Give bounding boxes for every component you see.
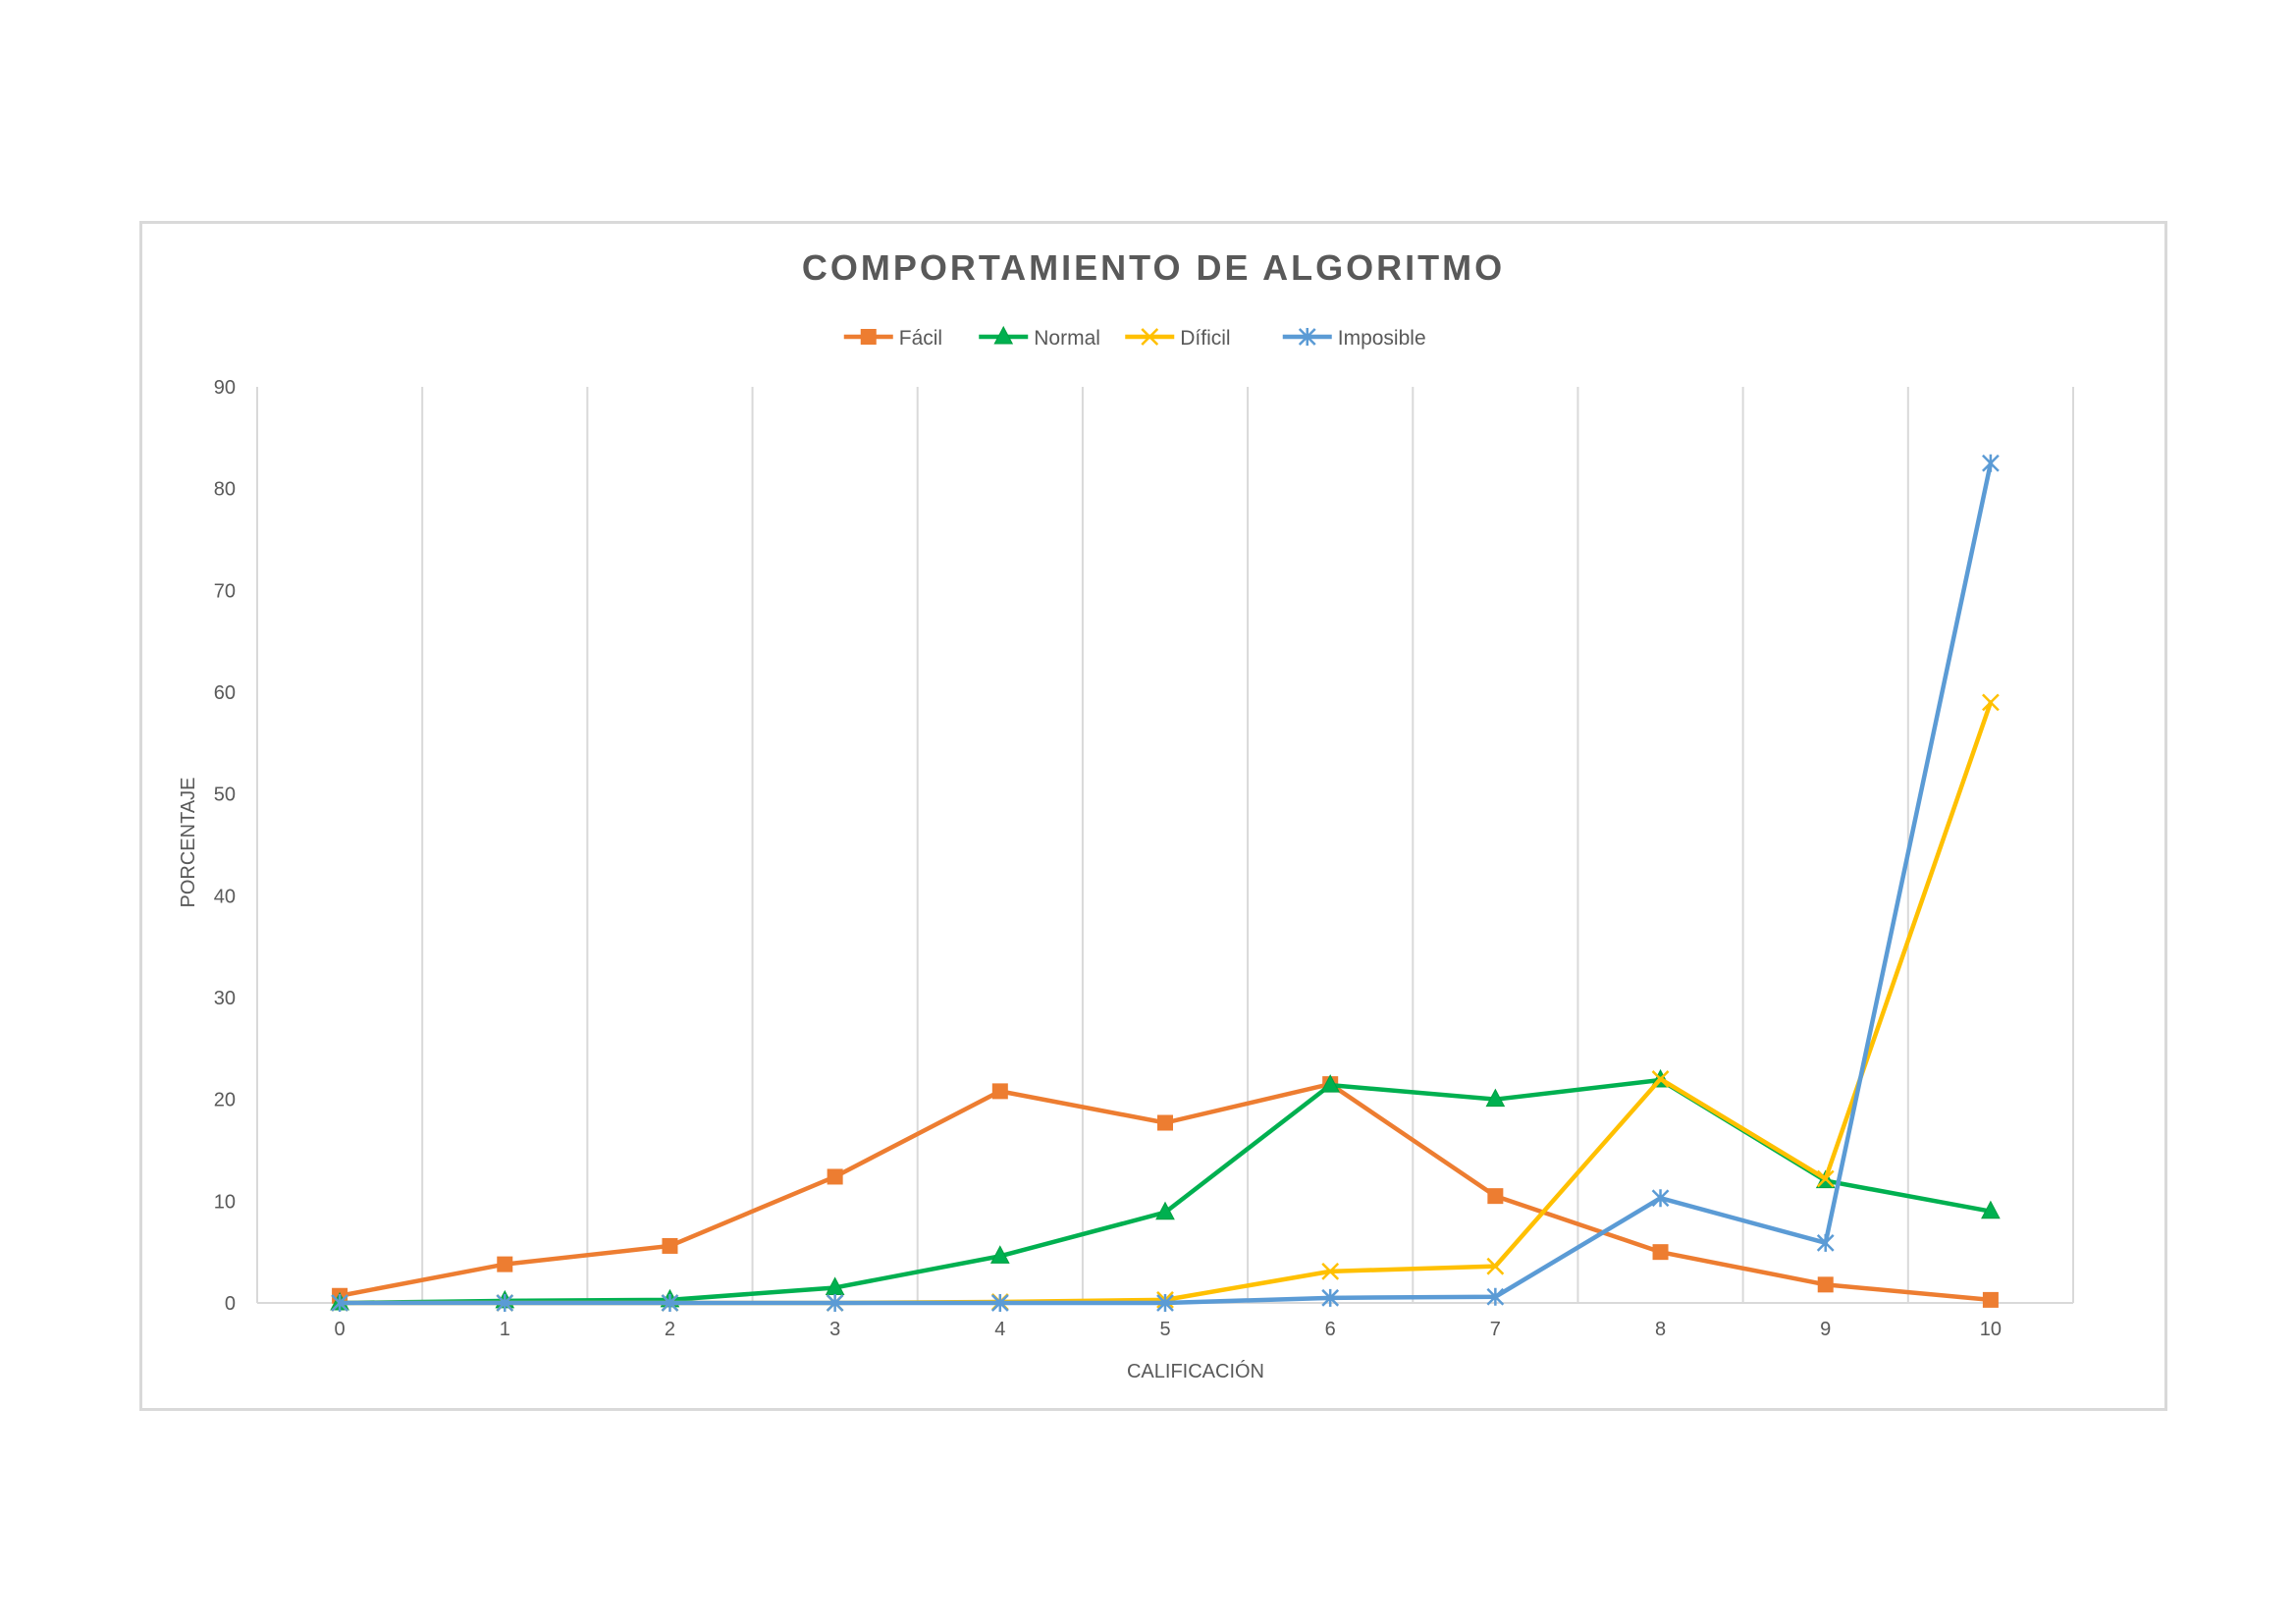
- data-point-dificil: [1816, 1169, 1835, 1188]
- legend-marker-dificil: [1141, 328, 1159, 346]
- chart-frame: COMPORTAMIENTO DE ALGORITMO Fácil Normal D…: [139, 221, 2167, 1411]
- x-tick-label: 4: [994, 1319, 1005, 1340]
- data-point-imposible: [1816, 1233, 1835, 1252]
- y-tick-label: 30: [214, 988, 236, 1009]
- data-point-normal: [1320, 1074, 1341, 1093]
- legend-marker-facil: [860, 329, 877, 345]
- series-imposible: [331, 454, 2000, 1312]
- y-tick-label: 20: [214, 1090, 236, 1111]
- data-point-imposible: [1982, 454, 2000, 472]
- data-point-imposible: [990, 1294, 1009, 1312]
- data-point-imposible: [496, 1294, 514, 1312]
- data-point-imposible: [661, 1294, 679, 1312]
- y-tick-label: 60: [214, 682, 236, 704]
- x-axis-ticks: 0 1 2 3 4 5 6 7 8 9 10: [335, 1319, 2002, 1340]
- data-point-facil: [662, 1237, 678, 1254]
- data-point-normal: [1981, 1200, 2001, 1219]
- data-point-facil: [1817, 1276, 1834, 1293]
- legend-item-dificil: Díficil: [1125, 327, 1231, 350]
- data-point-facil: [991, 1083, 1008, 1100]
- data-point-facil: [1487, 1188, 1504, 1205]
- legend-item-imposible: Imposible: [1282, 327, 1426, 350]
- y-tick-label: 40: [214, 886, 236, 907]
- legend-label: Díficil: [1180, 327, 1230, 350]
- x-tick-label: 7: [1490, 1319, 1501, 1340]
- x-tick-label: 2: [665, 1319, 675, 1340]
- x-tick-label: 3: [829, 1319, 840, 1340]
- y-tick-label: 10: [214, 1191, 236, 1213]
- x-tick-label: 0: [335, 1319, 346, 1340]
- legend-item-normal: Normal: [979, 325, 1100, 350]
- legend-item-facil: Fácil: [843, 327, 942, 350]
- data-point-facil: [1157, 1114, 1173, 1131]
- legend-label: Normal: [1034, 327, 1100, 350]
- data-point-dificil: [1651, 1070, 1670, 1088]
- line-chart: COMPORTAMIENTO DE ALGORITMO Fácil Normal D…: [178, 247, 2074, 1382]
- legend-marker-imposible: [1298, 328, 1316, 346]
- data-point-imposible: [826, 1294, 844, 1312]
- data-point-normal: [1485, 1088, 1506, 1108]
- data-point-imposible: [1156, 1294, 1174, 1312]
- x-tick-label: 6: [1325, 1319, 1336, 1340]
- data-point-imposible: [1321, 1288, 1340, 1307]
- y-tick-label: 0: [225, 1293, 236, 1315]
- y-axis-title: PORCENTAJE: [178, 778, 199, 908]
- data-point-dificil: [1982, 693, 2000, 712]
- chart-legend: Fácil Normal Díficil Imposible: [843, 325, 1426, 350]
- y-axis-ticks: 0 10 20 30 40 50 60 70 80 90: [214, 377, 236, 1315]
- y-tick-label: 70: [214, 580, 236, 602]
- data-point-imposible: [1651, 1189, 1670, 1208]
- chart-series: [330, 454, 2001, 1312]
- data-point-normal: [1155, 1201, 1175, 1220]
- x-axis-title: CALIFICACIÓN: [1127, 1360, 1264, 1382]
- x-tick-label: 1: [500, 1319, 510, 1340]
- legend-label: Fácil: [899, 327, 942, 350]
- x-tick-label: 9: [1820, 1319, 1831, 1340]
- x-tick-label: 8: [1655, 1319, 1666, 1340]
- data-point-facil: [497, 1256, 513, 1272]
- data-point-dificil: [1321, 1262, 1340, 1280]
- y-tick-label: 90: [214, 377, 236, 399]
- series-facil: [332, 1076, 1999, 1308]
- x-tick-label: 5: [1159, 1319, 1170, 1340]
- x-tick-label: 10: [1980, 1319, 2002, 1340]
- chart-title: COMPORTAMIENTO DE ALGORITMO: [802, 247, 1505, 288]
- data-point-facil: [1652, 1244, 1669, 1261]
- legend-label: Imposible: [1338, 327, 1426, 350]
- data-point-imposible: [331, 1294, 348, 1312]
- data-point-dificil: [1486, 1257, 1505, 1275]
- data-point-facil: [827, 1168, 843, 1185]
- data-point-normal: [989, 1245, 1010, 1264]
- data-point-facil: [1982, 1291, 1999, 1308]
- legend-marker-normal: [993, 325, 1014, 345]
- y-tick-label: 50: [214, 785, 236, 806]
- series-normal: [330, 1068, 2001, 1311]
- y-tick-label: 80: [214, 479, 236, 501]
- data-point-imposible: [1486, 1287, 1505, 1306]
